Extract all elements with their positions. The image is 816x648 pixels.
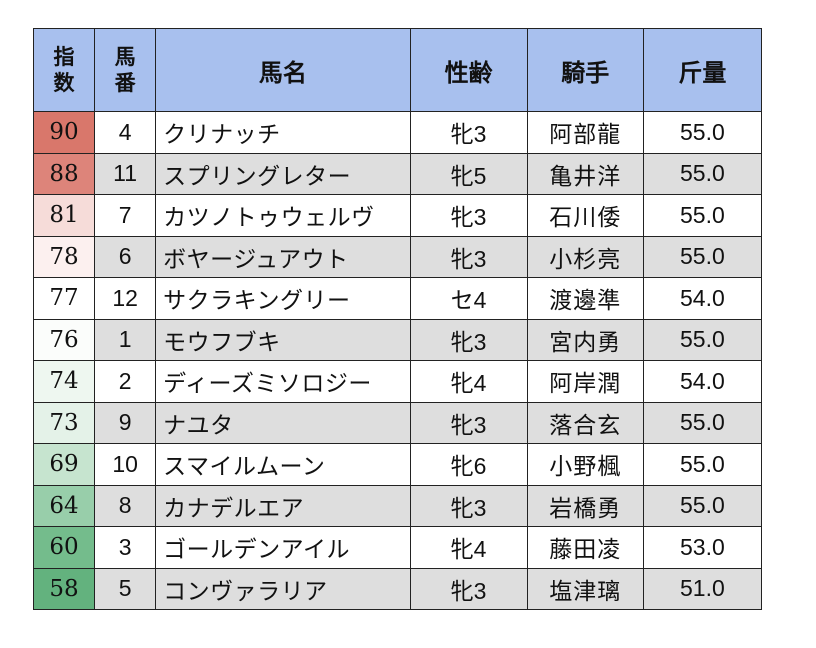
weight-cell: 55.0 — [642, 235, 763, 278]
index-cell: 77 — [32, 277, 96, 320]
horse-name-cell: コンヴァラリア — [155, 567, 411, 610]
number-cell: 5 — [94, 567, 157, 610]
horse-name-cell: サクラキングリー — [155, 277, 411, 320]
table-header: 指 数 馬 番 馬名 性齢 騎手 斤量 — [32, 28, 763, 112]
table-row: 78 6 ボヤージュアウト 牝3 小杉亮 55.0 — [32, 235, 763, 278]
number-cell: 7 — [94, 194, 157, 237]
header-index: 指 数 — [32, 28, 96, 112]
jockey-cell: 落合玄 — [526, 401, 644, 444]
jockey-cell: 阿岸潤 — [526, 360, 644, 403]
number-cell: 12 — [94, 277, 157, 320]
table-row: 60 3 ゴールデンアイル 牝4 藤田凌 53.0 — [32, 526, 763, 569]
horse-name-cell: ナユタ — [155, 401, 411, 444]
table-row: 77 12 サクラキングリー セ4 渡邊準 54.0 — [32, 277, 763, 320]
weight-cell: 54.0 — [642, 360, 763, 403]
header-weight: 斤量 — [642, 28, 763, 112]
weight-cell: 55.0 — [642, 443, 763, 486]
sex-age-cell: セ4 — [409, 277, 528, 320]
index-cell: 88 — [32, 152, 96, 195]
weight-cell: 53.0 — [642, 526, 763, 569]
horse-name-cell: カツノトゥウェルヴ — [155, 194, 411, 237]
weight-cell: 54.0 — [642, 277, 763, 320]
horse-name-cell: クリナッチ — [155, 111, 411, 154]
sex-age-cell: 牝4 — [409, 360, 528, 403]
horse-name-cell: カナデルエア — [155, 484, 411, 527]
number-cell: 1 — [94, 318, 157, 361]
weight-cell: 51.0 — [642, 567, 763, 610]
sex-age-cell: 牝5 — [409, 152, 528, 195]
header-jockey: 騎手 — [526, 28, 644, 112]
horse-name-cell: モウフブキ — [155, 318, 411, 361]
index-cell: 90 — [32, 111, 96, 154]
weight-cell: 55.0 — [642, 318, 763, 361]
number-cell: 11 — [94, 152, 157, 195]
jockey-cell: 宮内勇 — [526, 318, 644, 361]
header-sexage: 性齢 — [409, 28, 528, 112]
jockey-cell: 藤田凌 — [526, 526, 644, 569]
horse-name-cell: ボヤージュアウト — [155, 235, 411, 278]
table-row: 64 8 カナデルエア 牝3 岩橋勇 55.0 — [32, 484, 763, 527]
weight-cell: 55.0 — [642, 194, 763, 237]
header-index-line2: 数 — [53, 71, 75, 95]
sex-age-cell: 牝3 — [409, 111, 528, 154]
table-row: 73 9 ナユタ 牝3 落合玄 55.0 — [32, 401, 763, 444]
header-number-line2: 番 — [114, 71, 136, 95]
table-row: 88 11 スプリングレター 牝5 亀井洋 55.0 — [32, 152, 763, 195]
table-row: 90 4 クリナッチ 牝3 阿部龍 55.0 — [32, 111, 763, 154]
table-row: 81 7 カツノトゥウェルヴ 牝3 石川倭 55.0 — [32, 194, 763, 237]
number-cell: 4 — [94, 111, 157, 154]
horse-name-cell: スプリングレター — [155, 152, 411, 195]
header-number: 馬 番 — [94, 28, 157, 112]
table-row: 76 1 モウフブキ 牝3 宮内勇 55.0 — [32, 318, 763, 361]
sex-age-cell: 牝3 — [409, 401, 528, 444]
jockey-cell: 阿部龍 — [526, 111, 644, 154]
sex-age-cell: 牝3 — [409, 194, 528, 237]
weight-cell: 55.0 — [642, 484, 763, 527]
horse-name-cell: ディーズミソロジー — [155, 360, 411, 403]
number-cell: 8 — [94, 484, 157, 527]
sex-age-cell: 牝3 — [409, 235, 528, 278]
header-index-line1: 指 — [53, 45, 75, 69]
horse-name-cell: スマイルムーン — [155, 443, 411, 486]
header-row: 指 数 馬 番 馬名 性齢 騎手 斤量 — [32, 28, 763, 112]
sex-age-cell: 牝6 — [409, 443, 528, 486]
jockey-cell: 石川倭 — [526, 194, 644, 237]
index-cell: 76 — [32, 318, 96, 361]
weight-cell: 55.0 — [642, 152, 763, 195]
race-entry-table: 指 数 馬 番 馬名 性齢 騎手 斤量 90 4 クリナッチ 牝3 阿部龍 55.0 88 1… — [32, 28, 763, 610]
jockey-cell: 塩津璃 — [526, 567, 644, 610]
index-cell: 58 — [32, 567, 96, 610]
sex-age-cell: 牝4 — [409, 526, 528, 569]
jockey-cell: 岩橋勇 — [526, 484, 644, 527]
weight-cell: 55.0 — [642, 401, 763, 444]
index-cell: 60 — [32, 526, 96, 569]
header-number-line1: 馬 — [114, 45, 136, 69]
table-row: 58 5 コンヴァラリア 牝3 塩津璃 51.0 — [32, 567, 763, 610]
number-cell: 6 — [94, 235, 157, 278]
number-cell: 3 — [94, 526, 157, 569]
horse-name-cell: ゴールデンアイル — [155, 526, 411, 569]
sex-age-cell: 牝3 — [409, 318, 528, 361]
index-cell: 69 — [32, 443, 96, 486]
index-cell: 78 — [32, 235, 96, 278]
index-cell: 64 — [32, 484, 96, 527]
table-row: 69 10 スマイルムーン 牝6 小野楓 55.0 — [32, 443, 763, 486]
sex-age-cell: 牝3 — [409, 567, 528, 610]
sex-age-cell: 牝3 — [409, 484, 528, 527]
jockey-cell: 小野楓 — [526, 443, 644, 486]
number-cell: 2 — [94, 360, 157, 403]
index-cell: 74 — [32, 360, 96, 403]
index-cell: 73 — [32, 401, 96, 444]
table-row: 74 2 ディーズミソロジー 牝4 阿岸潤 54.0 — [32, 360, 763, 403]
number-cell: 10 — [94, 443, 157, 486]
jockey-cell: 渡邊準 — [526, 277, 644, 320]
number-cell: 9 — [94, 401, 157, 444]
header-name: 馬名 — [155, 28, 411, 112]
jockey-cell: 小杉亮 — [526, 235, 644, 278]
index-cell: 81 — [32, 194, 96, 237]
table-body: 90 4 クリナッチ 牝3 阿部龍 55.0 88 11 スプリングレター 牝5 亀井洋 55.0 81… — [32, 111, 763, 610]
weight-cell: 55.0 — [642, 111, 763, 154]
jockey-cell: 亀井洋 — [526, 152, 644, 195]
